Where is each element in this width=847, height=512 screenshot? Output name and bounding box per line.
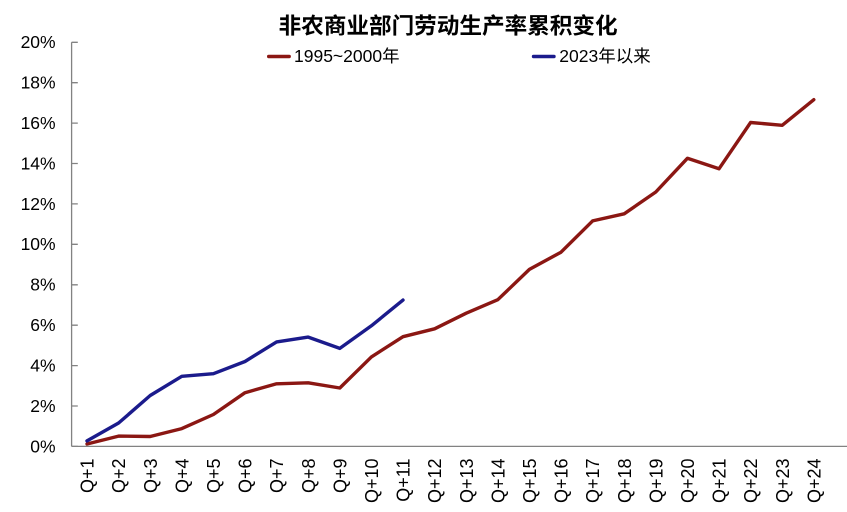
svg-text:4%: 4% bbox=[30, 356, 55, 376]
svg-text:8%: 8% bbox=[30, 275, 55, 295]
svg-text:12%: 12% bbox=[21, 194, 56, 214]
svg-text:Q+2: Q+2 bbox=[109, 459, 129, 494]
svg-text:Q+8: Q+8 bbox=[299, 459, 319, 494]
svg-text:6%: 6% bbox=[30, 315, 55, 335]
svg-text:14%: 14% bbox=[21, 153, 56, 173]
svg-text:Q+7: Q+7 bbox=[267, 459, 287, 494]
svg-text:10%: 10% bbox=[21, 234, 56, 254]
svg-text:20%: 20% bbox=[21, 32, 56, 52]
svg-text:Q+22: Q+22 bbox=[741, 459, 761, 504]
svg-text:Q+4: Q+4 bbox=[172, 459, 192, 494]
svg-text:16%: 16% bbox=[21, 113, 56, 133]
svg-text:Q+5: Q+5 bbox=[204, 459, 224, 494]
svg-text:2023: 2023 bbox=[559, 46, 598, 66]
svg-text:Q+19: Q+19 bbox=[646, 459, 666, 504]
svg-text:Q+24: Q+24 bbox=[804, 459, 824, 504]
svg-text:Q+20: Q+20 bbox=[678, 459, 698, 504]
svg-text:Q+10: Q+10 bbox=[362, 459, 382, 504]
svg-text:0%: 0% bbox=[30, 436, 55, 456]
svg-text:18%: 18% bbox=[21, 73, 56, 93]
svg-text:Q+16: Q+16 bbox=[552, 459, 572, 504]
svg-text:Q+17: Q+17 bbox=[583, 459, 603, 504]
svg-text:1995~2000: 1995~2000 bbox=[294, 46, 382, 66]
svg-text:Q+15: Q+15 bbox=[520, 459, 540, 504]
svg-text:Q+11: Q+11 bbox=[394, 459, 414, 502]
svg-text:Q+21: Q+21 bbox=[710, 459, 730, 504]
svg-text:2%: 2% bbox=[30, 396, 55, 416]
svg-text:Q+6: Q+6 bbox=[236, 459, 256, 494]
svg-text:Q+18: Q+18 bbox=[615, 459, 635, 504]
svg-text:Q+23: Q+23 bbox=[773, 459, 793, 504]
svg-text:Q+13: Q+13 bbox=[457, 459, 477, 504]
svg-text:Q+12: Q+12 bbox=[425, 459, 445, 504]
svg-text:Q+14: Q+14 bbox=[488, 459, 508, 504]
svg-text:Q+9: Q+9 bbox=[330, 459, 350, 494]
svg-text:Q+1: Q+1 bbox=[78, 459, 98, 494]
svg-text:Q+3: Q+3 bbox=[141, 459, 161, 494]
